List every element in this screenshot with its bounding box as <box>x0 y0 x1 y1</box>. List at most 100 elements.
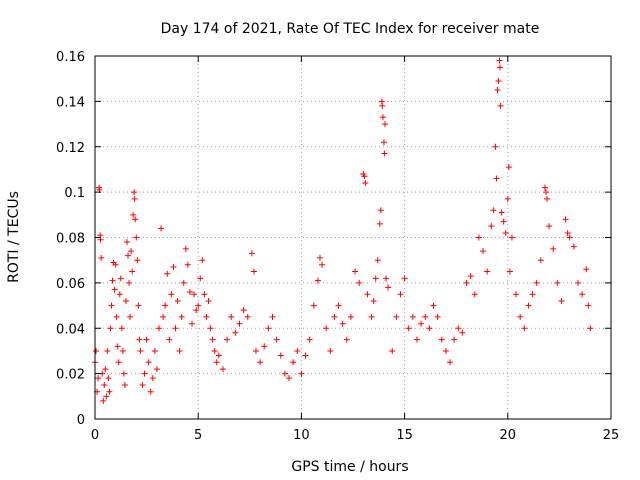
data-point <box>587 325 594 332</box>
data-point <box>302 352 309 359</box>
y-tick-label: 0.04 <box>56 322 85 337</box>
data-point <box>554 279 561 286</box>
data-point <box>385 284 392 291</box>
data-point <box>362 180 369 187</box>
data-point <box>347 313 354 320</box>
data-point <box>168 291 175 298</box>
data-point <box>383 275 390 282</box>
chart-title: Day 174 of 2021, Rate Of TEC Index for r… <box>161 21 540 37</box>
data-point <box>132 216 139 223</box>
x-tick-label: 20 <box>500 428 517 443</box>
data-point <box>316 254 323 261</box>
data-point <box>405 325 412 332</box>
data-point <box>215 352 222 359</box>
x-tick-label: 5 <box>194 428 202 443</box>
x-tick-label: 10 <box>293 428 310 443</box>
data-point <box>389 347 396 354</box>
data-point <box>180 279 187 286</box>
data-point <box>323 325 330 332</box>
data-point <box>492 143 499 150</box>
data-point <box>115 359 122 366</box>
data-point <box>232 329 239 336</box>
data-point <box>585 302 592 309</box>
data-point <box>147 388 154 395</box>
data-point <box>339 320 346 327</box>
data-point <box>498 209 505 216</box>
data-point <box>447 359 454 366</box>
data-point <box>128 248 135 255</box>
data-point <box>277 352 284 359</box>
data-point <box>203 313 210 320</box>
data-point <box>131 189 138 196</box>
data-point <box>209 336 216 343</box>
data-point <box>143 336 150 343</box>
data-point <box>537 257 544 264</box>
data-point <box>191 291 198 298</box>
data-point <box>562 216 569 223</box>
data-point <box>434 313 441 320</box>
data-point <box>228 313 235 320</box>
data-point <box>103 393 110 400</box>
data-point <box>480 248 487 255</box>
data-point <box>95 375 102 382</box>
data-point <box>418 320 425 327</box>
data-point <box>310 302 317 309</box>
data-point <box>504 195 511 202</box>
data-point <box>136 336 143 343</box>
y-tick-label: 0.08 <box>56 232 85 247</box>
data-point <box>409 313 416 320</box>
data-point <box>207 325 214 332</box>
data-point <box>111 286 118 293</box>
data-point <box>201 291 208 298</box>
data-point <box>153 366 160 373</box>
data-point <box>281 370 288 377</box>
data-point <box>564 229 571 236</box>
data-point <box>155 325 162 332</box>
data-point <box>121 381 128 388</box>
data-point <box>182 245 189 252</box>
data-point <box>413 336 420 343</box>
data-point <box>566 234 573 241</box>
data-point <box>335 302 342 309</box>
data-point <box>467 273 474 280</box>
data-point <box>257 359 264 366</box>
data-point <box>529 291 536 298</box>
data-point <box>361 173 368 180</box>
data-point <box>381 121 388 128</box>
data-point <box>430 302 437 309</box>
data-point <box>149 375 156 382</box>
data-point <box>525 302 532 309</box>
data-point <box>158 225 165 232</box>
data-point <box>119 347 126 354</box>
data-point <box>261 343 268 350</box>
data-point <box>205 298 212 305</box>
data-point <box>123 239 130 246</box>
data-points <box>92 57 594 404</box>
data-point <box>131 195 138 202</box>
data-point <box>513 291 520 298</box>
y-tick-label: 0.1 <box>64 186 85 201</box>
data-point <box>252 347 259 354</box>
data-point <box>493 175 500 182</box>
y-tick-label: 0.14 <box>56 95 85 110</box>
data-point <box>126 279 133 286</box>
data-point <box>213 359 220 366</box>
data-point <box>120 370 127 377</box>
y-tick-label: 0.06 <box>56 277 85 292</box>
data-point <box>195 302 202 309</box>
data-point <box>364 291 371 298</box>
data-point <box>189 320 196 327</box>
data-point <box>541 184 548 191</box>
data-point <box>133 234 140 241</box>
data-point <box>574 279 581 286</box>
data-point <box>583 266 590 273</box>
data-point <box>550 245 557 252</box>
data-point <box>319 261 326 268</box>
axis-ticks: 0 5 10 15 20 25 0 0.02 0.04 0.06 0.08 0.1 0.12 0.14 0.… <box>56 50 619 443</box>
data-point <box>174 298 181 305</box>
y-tick-label: 0 <box>77 413 85 428</box>
data-point <box>475 234 482 241</box>
y-axis-label: ROTI / TECUs <box>6 191 22 283</box>
data-point <box>98 254 105 261</box>
